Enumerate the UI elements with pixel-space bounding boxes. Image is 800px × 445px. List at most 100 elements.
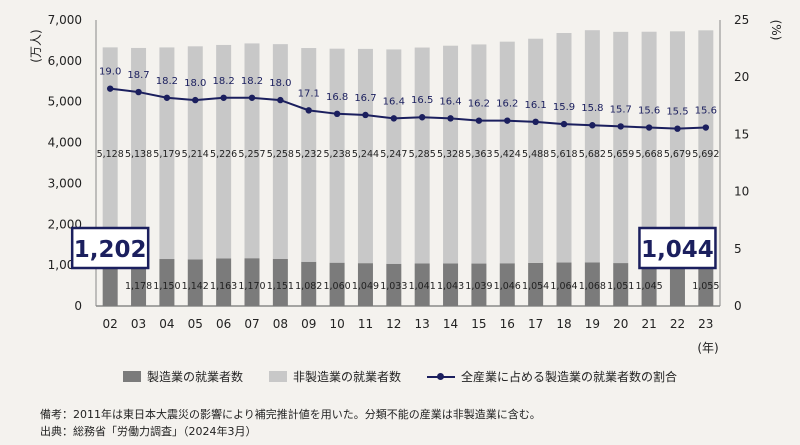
x-tick-label: 02 [103, 317, 118, 331]
label-non-manufacturing: 5,285 [409, 149, 436, 160]
label-manufacturing: 1,041 [409, 281, 436, 292]
label-non-manufacturing: 5,679 [664, 149, 691, 160]
data-labels: 5,128 5,138 1,178 5,179 1,150 5,214 1,142 5,226… [97, 67, 720, 292]
label-manufacturing: 1,178 [125, 281, 152, 292]
legend-label-ratio: 全産業に占める製造業の就業者数の割合 [461, 370, 678, 384]
y2-tick-label: 25 [734, 13, 749, 27]
label-non-manufacturing: 5,128 [97, 149, 124, 160]
ratio-point [674, 125, 681, 132]
y2-tick-label: 15 [734, 127, 749, 141]
bar-non-manufacturing [386, 49, 402, 264]
x-tick-label: 07 [244, 317, 259, 331]
ratio-point [362, 111, 369, 119]
bar-manufacturing [669, 263, 685, 306]
ratio-point [702, 124, 710, 131]
ratio-label: 18.2 [241, 76, 263, 87]
x-tick-label: 12 [386, 317, 401, 331]
x-tick-label: 22 [670, 317, 685, 331]
bar-non-manufacturing [641, 31, 657, 264]
ratio-label: 16.1 [525, 100, 547, 111]
x-tick-label: 03 [131, 317, 146, 331]
label-manufacturing: 1,064 [550, 281, 577, 292]
ratio-label: 16.8 [326, 92, 348, 103]
bar-non-manufacturing [698, 30, 714, 263]
label-non-manufacturing: 5,692 [692, 149, 719, 160]
ratio-point [475, 117, 483, 124]
ratio-point [532, 118, 539, 126]
bar-manufacturing [443, 263, 459, 306]
callout-value: 1,202 [74, 237, 147, 263]
bar-manufacturing [641, 263, 657, 306]
x-tick-label: 08 [273, 317, 288, 331]
x-tick-label: 11 [358, 317, 373, 331]
x-tick-label: 13 [415, 317, 430, 331]
ratio-point [106, 85, 114, 92]
label-non-manufacturing: 5,659 [607, 149, 634, 160]
ratio-label: 16.2 [468, 99, 490, 110]
ratio-point [192, 96, 199, 104]
ratio-point [645, 124, 653, 131]
bar-manufacturing [528, 262, 544, 306]
bar-manufacturing [613, 263, 629, 306]
label-manufacturing: 1,142 [182, 281, 209, 292]
legend-item-manufacturing: 製造業の就業者数 [122, 368, 243, 385]
legend: 製造業の就業者数 非製造業の就業者数 全産業に占める製造業の就業者数の割合 [0, 368, 800, 385]
label-manufacturing: 1,163 [210, 281, 237, 292]
x-tick-label: 14 [443, 317, 458, 331]
notes: 備考：2011年は東日本大震災の影響により補完推計値を用いた。分類不能の産業は非… [40, 406, 541, 440]
y2-tick-label: 10 [734, 185, 749, 199]
label-manufacturing: 1,046 [494, 281, 521, 292]
ratio-label: 16.2 [496, 99, 518, 110]
ratio-label: 15.6 [695, 106, 717, 117]
bar-non-manufacturing [584, 30, 600, 263]
bar-non-manufacturing [669, 31, 685, 264]
label-non-manufacturing: 5,488 [522, 149, 549, 160]
ratio-line-path [110, 87, 706, 130]
label-non-manufacturing: 5,668 [635, 149, 662, 160]
x-tick-label: 15 [471, 317, 486, 331]
bar-non-manufacturing [443, 45, 459, 264]
label-non-manufacturing: 5,244 [352, 149, 379, 160]
ratio-label: 17.1 [298, 88, 320, 99]
ratio-label: 18.0 [269, 78, 291, 89]
x-tick-label: 23 [698, 317, 713, 331]
ratio-point [589, 122, 596, 129]
label-non-manufacturing: 5,238 [323, 149, 350, 160]
y-tick-label: 0 [74, 299, 82, 313]
label-manufacturing: 1,043 [437, 281, 464, 292]
bar-manufacturing [216, 258, 232, 306]
bar-manufacturing [414, 263, 430, 306]
callouts: 1,202 1,044 [70, 226, 717, 270]
ratio-point [305, 107, 312, 114]
ratio-point [248, 94, 256, 101]
y-tick-label: 5,000 [48, 95, 82, 109]
y-tick-label: 7,000 [48, 13, 82, 27]
bars [102, 30, 714, 306]
callout-value: 1,044 [641, 237, 714, 263]
label-manufacturing: 1,049 [352, 281, 379, 292]
bar-non-manufacturing [159, 47, 175, 260]
bar-manufacturing [584, 262, 600, 306]
bar-non-manufacturing [556, 32, 572, 263]
bar-manufacturing [357, 263, 373, 306]
x-tick-label: 05 [188, 317, 203, 331]
bar-non-manufacturing [613, 31, 629, 264]
bar-non-manufacturing [528, 38, 544, 263]
ratio-label: 15.5 [666, 107, 688, 118]
label-manufacturing: 1,051 [607, 281, 634, 292]
label-non-manufacturing: 5,257 [238, 149, 265, 160]
bar-manufacturing [698, 262, 714, 306]
x-tick-label: 10 [329, 317, 344, 331]
ratio-point [277, 96, 284, 104]
employment-chart: 01,0002,0003,0004,0005,0006,0007,0000510… [29, 13, 783, 355]
label-non-manufacturing: 5,424 [494, 149, 521, 160]
bar-non-manufacturing [272, 44, 288, 259]
ratio-point [617, 123, 624, 130]
ratio-point [560, 120, 568, 128]
x-tick-label: 06 [216, 317, 231, 331]
label-non-manufacturing: 5,214 [182, 149, 209, 160]
label-manufacturing: 1,033 [380, 281, 407, 292]
legend-swatch-ratio [427, 371, 455, 382]
legend-item-ratio: 全産業に占める製造業の就業者数の割合 [427, 368, 677, 385]
ratio-label: 16.4 [383, 96, 405, 107]
